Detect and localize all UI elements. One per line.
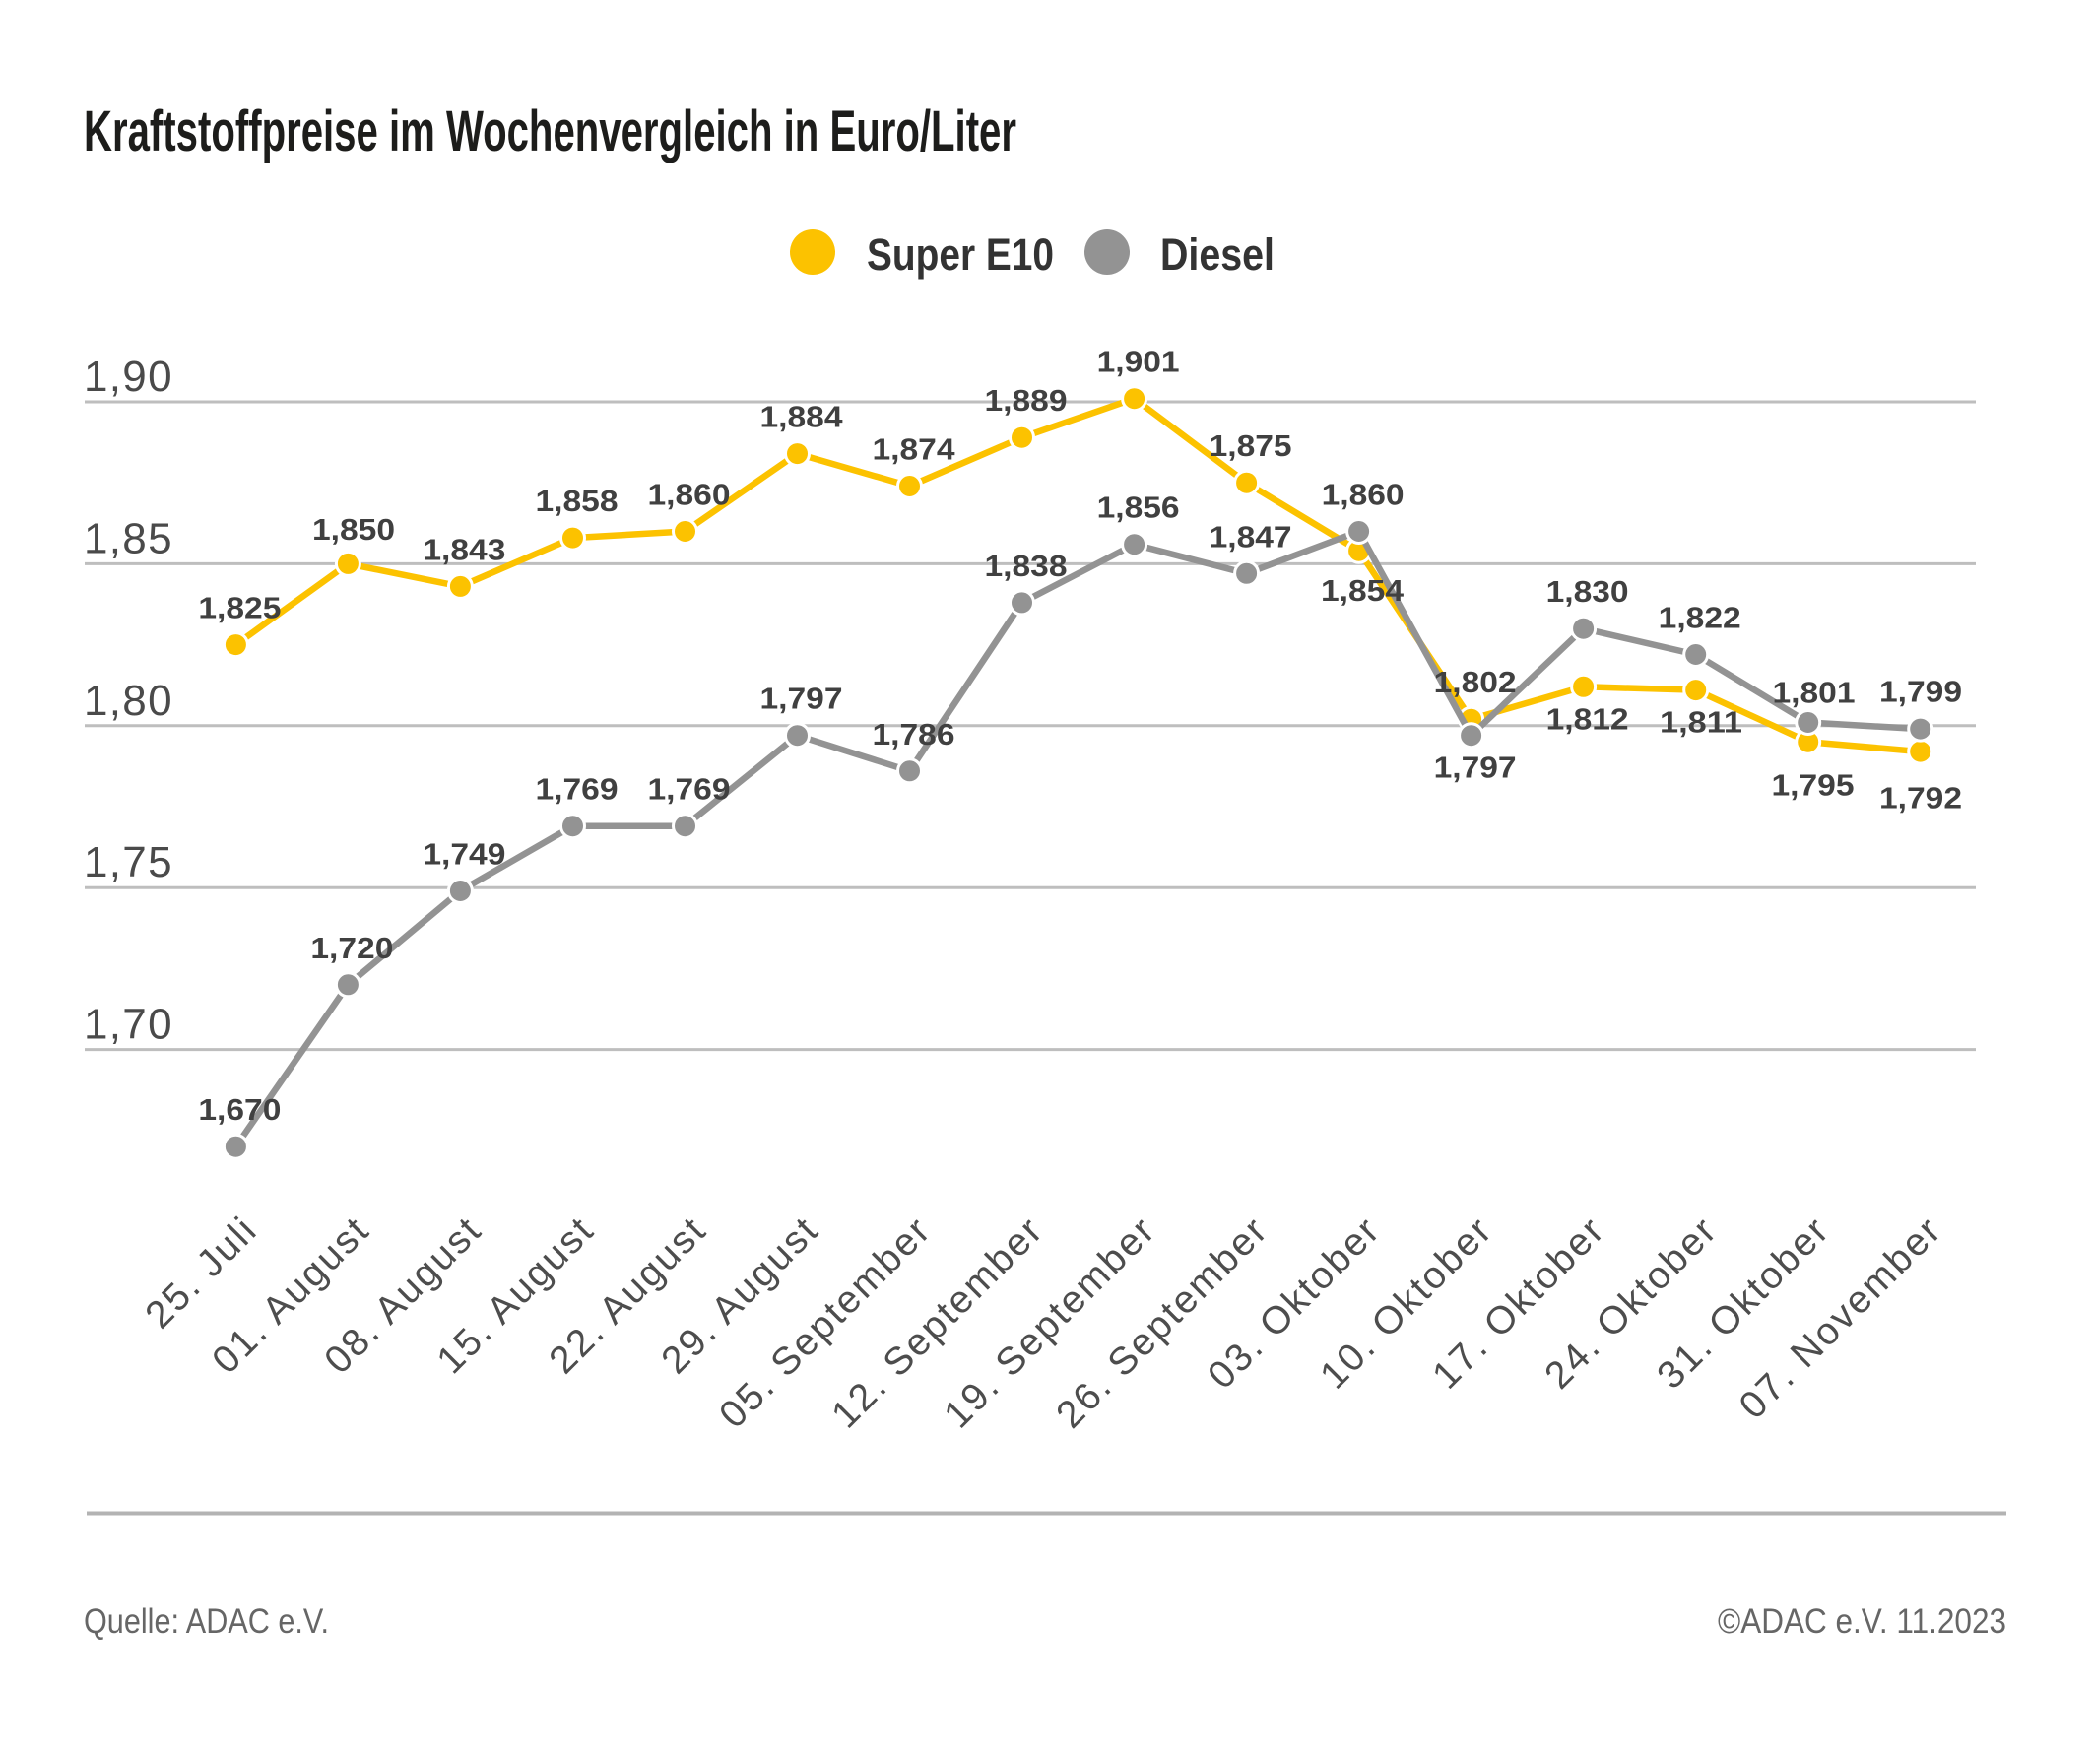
svg-text:1,75: 1,75: [84, 838, 173, 886]
svg-text:1,884: 1,884: [760, 400, 844, 434]
svg-text:1,854: 1,854: [1321, 573, 1405, 608]
svg-text:1,860: 1,860: [1322, 478, 1405, 512]
svg-text:1,720: 1,720: [310, 931, 393, 965]
svg-text:1,847: 1,847: [1210, 519, 1292, 554]
svg-text:1,822: 1,822: [1659, 601, 1741, 635]
svg-text:Kraftstoffpreise im Wochenverg: Kraftstoffpreise im Wochenvergleich in E…: [84, 99, 1016, 163]
svg-text:1,812: 1,812: [1546, 701, 1629, 736]
svg-text:1,799: 1,799: [1879, 675, 1962, 709]
svg-text:1,80: 1,80: [84, 677, 173, 725]
svg-text:1,85: 1,85: [84, 514, 173, 562]
svg-text:1,838: 1,838: [985, 549, 1068, 583]
svg-text:1,874: 1,874: [873, 432, 956, 467]
svg-text:1,843: 1,843: [423, 532, 505, 566]
svg-text:1,875: 1,875: [1210, 428, 1292, 463]
svg-text:1,795: 1,795: [1772, 768, 1855, 803]
svg-text:1,769: 1,769: [648, 772, 731, 807]
svg-text:1,858: 1,858: [536, 484, 619, 518]
svg-text:1,801: 1,801: [1773, 676, 1856, 710]
svg-text:1,889: 1,889: [985, 383, 1068, 418]
svg-text:Diesel: Diesel: [1160, 229, 1275, 280]
svg-text:1,70: 1,70: [84, 1001, 173, 1049]
svg-text:1,749: 1,749: [423, 837, 505, 872]
svg-text:©ADAC e.V. 11.2023: ©ADAC e.V. 11.2023: [1718, 1602, 2006, 1641]
svg-text:1,850: 1,850: [312, 512, 395, 547]
svg-text:Super E10: Super E10: [867, 229, 1054, 280]
svg-text:1,802: 1,802: [1434, 665, 1517, 699]
svg-text:1,825: 1,825: [198, 591, 281, 625]
svg-text:1,786: 1,786: [873, 717, 955, 751]
svg-text:1,792: 1,792: [1879, 781, 1962, 816]
svg-text:1,797: 1,797: [760, 682, 843, 716]
svg-text:1,860: 1,860: [648, 478, 731, 512]
svg-text:1,830: 1,830: [1546, 574, 1629, 609]
svg-text:1,856: 1,856: [1097, 490, 1180, 525]
svg-text:1,90: 1,90: [84, 353, 173, 401]
svg-text:1,811: 1,811: [1660, 705, 1742, 740]
svg-text:1,670: 1,670: [198, 1092, 281, 1127]
svg-text:Quelle: ADAC e.V.: Quelle: ADAC e.V.: [84, 1602, 329, 1641]
svg-text:1,797: 1,797: [1434, 751, 1517, 785]
svg-text:1,769: 1,769: [536, 772, 619, 807]
svg-text:1,901: 1,901: [1097, 345, 1180, 379]
